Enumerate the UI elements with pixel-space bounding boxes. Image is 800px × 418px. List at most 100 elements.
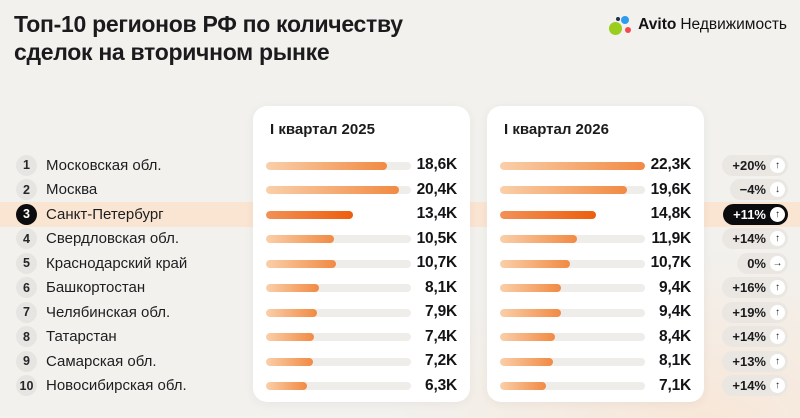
table-row: 9 Самарская обл. 7,2K 8,1K +13% ↑ <box>0 349 800 374</box>
region-name: Башкортостан <box>46 279 146 296</box>
bar-2025 <box>266 210 354 219</box>
change-value: 0% <box>747 255 766 271</box>
table-row: 4 Свердловская обл. 10,5K 11,9K +14% ↑ <box>0 227 800 252</box>
table-row: 5 Краснодарский край 10,7K 10,7K 0% → <box>0 251 800 276</box>
bar-track-2025 <box>266 259 411 268</box>
logo-dot-red <box>625 27 632 33</box>
value-2026: 7,1K <box>659 376 691 394</box>
value-2025: 6,3K <box>425 376 457 394</box>
bar-track-2026 <box>500 161 645 170</box>
rank-badge: 4 <box>16 228 37 249</box>
bar-track-2026 <box>500 259 645 268</box>
value-2026: 19,6K <box>650 180 692 198</box>
bar-2025 <box>266 333 315 341</box>
bar-2026 <box>500 186 628 194</box>
change-value: +19% <box>732 304 766 320</box>
change-value: +20% <box>732 157 766 173</box>
change-badge: +14% ↑ <box>722 375 788 396</box>
value-2025: 7,4K <box>425 327 457 345</box>
arrow-down-icon: ↓ <box>770 182 785 197</box>
card-q1-2025: I квартал 2025 <box>253 106 470 402</box>
bar-2025 <box>266 284 319 292</box>
bar-2025 <box>266 357 313 366</box>
page-title-line2: сделок на вторичном рынке <box>14 39 330 65</box>
arrow-up-icon: ↑ <box>770 280 785 295</box>
change-badge: +11% ↑ <box>723 203 788 225</box>
rank-badge: 10 <box>16 375 37 396</box>
arrow-up-icon: ↑ <box>770 157 785 173</box>
region-name: Челябинская обл. <box>46 303 171 321</box>
rank-badge: 6 <box>16 277 37 298</box>
bar-track-2026 <box>500 382 645 390</box>
bar-track-2026 <box>500 210 645 219</box>
value-2026: 11,9K <box>651 229 691 247</box>
change-value: +13% <box>732 353 766 369</box>
region-name: Москва <box>46 181 98 198</box>
region-name: Краснодарский край <box>46 254 188 272</box>
logo-dot-blue <box>621 16 630 24</box>
value-2025: 8,1K <box>425 278 457 296</box>
bar-2026 <box>500 308 562 317</box>
change-value: +14% <box>732 231 766 246</box>
value-2025: 18,6K <box>416 156 458 173</box>
value-2026: 10,7K <box>650 254 692 271</box>
table-row: 6 Башкортостан 8,1K 9,4K +16% ↑ <box>0 276 800 301</box>
bar-track-2025 <box>266 308 411 317</box>
value-2025: 7,9K <box>425 303 457 320</box>
table-row: 7 Челябинская обл. 7,9K 9,4K +19% ↑ <box>0 300 800 325</box>
avito-logo: Avito Недвижимость <box>609 14 787 36</box>
rank-badge: 3 <box>16 203 37 225</box>
bar-track-2025 <box>266 186 411 194</box>
region-name: Самарская обл. <box>46 352 157 370</box>
bar-track-2026 <box>500 333 645 341</box>
table-row: 1 Московская обл. 18,6K 22,3K +20% ↑ <box>0 153 800 178</box>
rank-badge: 7 <box>16 301 37 323</box>
page-title-line1: Топ-10 регионов РФ по количеству <box>14 11 403 37</box>
value-2025: 20,4K <box>416 180 458 198</box>
value-2025: 13,4K <box>416 205 458 222</box>
bar-track-2025 <box>266 161 411 170</box>
change-value: +14% <box>732 329 766 344</box>
bar-2025 <box>266 308 318 317</box>
bar-2026 <box>500 333 555 341</box>
bar-2026 <box>500 235 578 243</box>
value-2026: 8,1K <box>659 352 691 369</box>
bar-2025 <box>266 235 335 243</box>
region-name: Свердловская обл. <box>46 230 179 247</box>
region-name: Санкт-Петербург <box>46 205 164 223</box>
bar-track-2025 <box>266 382 411 390</box>
column-header-2025: I квартал 2025 <box>270 121 375 138</box>
bar-track-2025 <box>266 284 411 292</box>
bar-2026 <box>500 210 597 219</box>
change-badge: +13% ↑ <box>722 350 788 372</box>
avito-logo-text: Avito Недвижимость <box>638 16 787 34</box>
change-value: +16% <box>732 280 766 295</box>
change-badge: +16% ↑ <box>722 277 788 298</box>
avito-logo-icon <box>609 14 632 36</box>
table-row: 2 Москва 20,4K 19,6K −4% ↓ <box>0 178 800 203</box>
change-badge: +14% ↑ <box>722 228 788 249</box>
bar-track-2025 <box>266 333 411 341</box>
bar-track-2025 <box>266 357 411 366</box>
value-2026: 22,3K <box>650 156 692 173</box>
value-2026: 9,4K <box>659 278 691 296</box>
bar-track-2026 <box>500 308 645 317</box>
arrow-up-icon: ↑ <box>770 206 785 222</box>
change-value: +11% <box>733 206 766 222</box>
bar-track-2026 <box>500 235 645 243</box>
bar-2026 <box>500 259 570 268</box>
table-row: 8 Татарстан 7,4K 8,4K +14% ↑ <box>0 325 800 350</box>
logo-brand: Avito <box>638 16 677 33</box>
region-name: Новосибирская обл. <box>46 377 187 394</box>
bar-2026 <box>500 284 562 292</box>
value-2026: 14,8K <box>650 205 692 222</box>
bar-2025 <box>266 382 308 390</box>
table-row: 10 Новосибирская обл. 6,3K 7,1K +14% ↑ <box>0 374 800 399</box>
arrow-up-icon: ↑ <box>770 304 785 320</box>
logo-dot-navy <box>616 17 621 21</box>
change-badge: +20% ↑ <box>722 154 788 176</box>
bar-2025 <box>266 161 387 170</box>
bar-track-2026 <box>500 357 645 366</box>
